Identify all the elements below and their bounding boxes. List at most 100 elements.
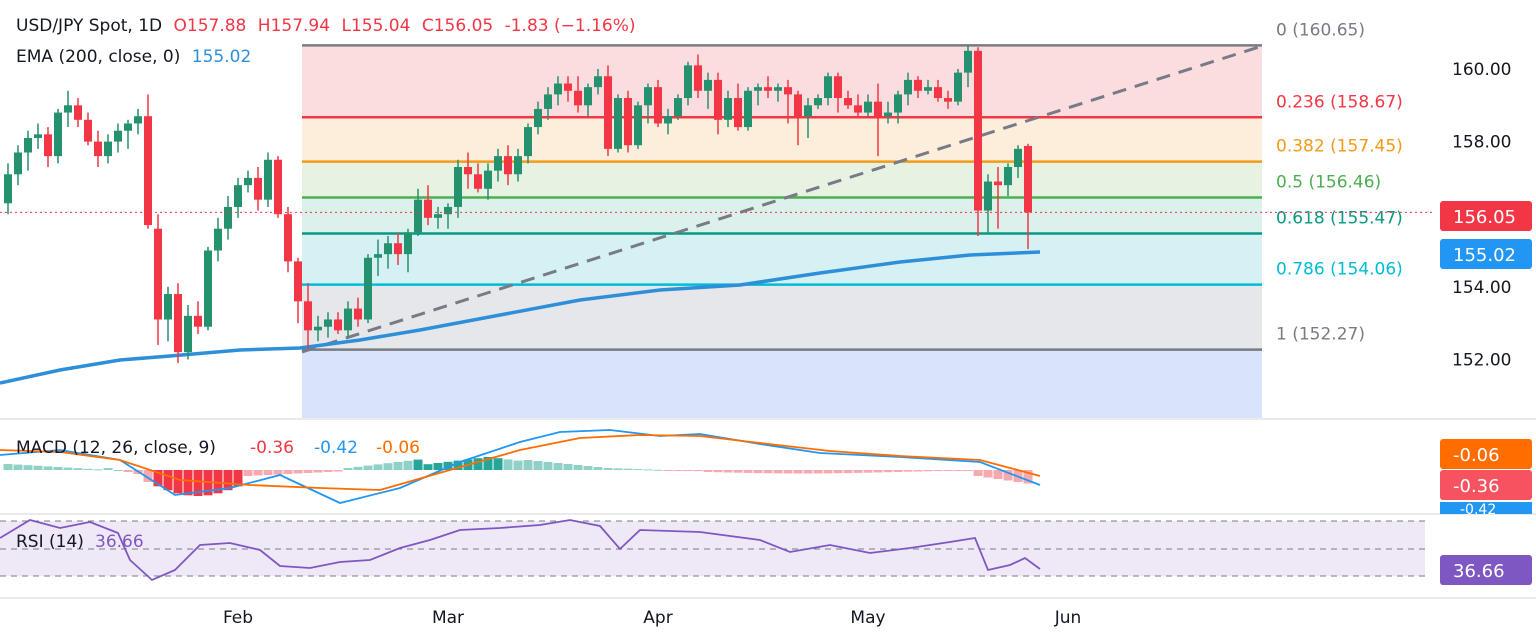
- macd-histogram-bar: [183, 470, 193, 496]
- candle-body: [954, 72, 962, 102]
- macd-histogram-bar: [713, 470, 723, 473]
- candle-body: [454, 167, 462, 207]
- candle-body: [84, 119, 92, 142]
- fib-level-label: 1 (152.27): [1276, 325, 1365, 345]
- candle-body: [174, 294, 182, 353]
- macd-histogram-bar: [863, 470, 873, 473]
- macd-histogram-bar: [633, 469, 643, 471]
- candle-body: [814, 98, 822, 106]
- macd-histogram-bar: [1003, 470, 1013, 481]
- macd-histogram-bar: [783, 470, 793, 474]
- open-value: O157.88: [173, 16, 247, 36]
- macd-histogram-bar: [913, 470, 923, 472]
- candle-body: [214, 228, 222, 251]
- macd-histogram-bar: [303, 470, 313, 473]
- fib-zone: [302, 197, 1262, 234]
- macd-histogram-bar: [793, 470, 803, 474]
- candle-body: [684, 65, 692, 99]
- macd-histogram-bar: [623, 468, 633, 470]
- fib-level-label: 0 (160.65): [1276, 20, 1365, 40]
- macd-histogram-bar: [173, 470, 183, 494]
- candle-body: [894, 94, 902, 113]
- candle-body: [634, 105, 642, 146]
- candle-body: [944, 98, 952, 102]
- rsi-line: [0, 519, 1041, 582]
- candle-body: [644, 87, 652, 106]
- candle-body: [834, 76, 842, 99]
- rsi-value: 36.66: [95, 532, 144, 552]
- macd-histogram-bar: [763, 470, 773, 474]
- macd-histogram-bar: [323, 470, 333, 472]
- candle-body: [444, 206, 452, 215]
- candle-body: [964, 50, 972, 73]
- candle-body: [4, 174, 12, 204]
- macd-line-tag-box: [1440, 502, 1532, 514]
- candle-body: [494, 156, 502, 171]
- macd-histogram-bar: [443, 461, 453, 470]
- candle-body: [664, 116, 672, 124]
- macd-histogram-bar: [823, 470, 833, 474]
- candle-body: [144, 116, 152, 226]
- candle-body: [314, 326, 322, 331]
- macd-histogram-bar: [663, 470, 673, 471]
- candle-body: [364, 257, 372, 320]
- candle-body: [1024, 145, 1032, 213]
- candle-body: [204, 250, 212, 327]
- macd-histogram-bar: [923, 470, 933, 472]
- candle-body: [674, 98, 682, 117]
- candle-body: [534, 108, 542, 128]
- macd-histogram-bar: [743, 470, 753, 473]
- y-tick-label: 158.00: [1452, 133, 1511, 153]
- candle-body: [304, 301, 312, 331]
- low-value: L155.04: [341, 16, 411, 36]
- macd-histogram-bar: [73, 468, 83, 470]
- macd-histogram-bar: [483, 457, 493, 470]
- macd-histogram-bar: [63, 467, 73, 470]
- fib-zone: [302, 45, 1262, 118]
- price-legend: USD/JPY Spot, 1D O157.88 H157.94 L155.04…: [16, 16, 642, 36]
- candle-body: [994, 181, 1002, 186]
- macd-histogram-bar: [143, 470, 153, 482]
- fib-level-label: 0.5 (156.46): [1276, 173, 1381, 193]
- candle-body: [394, 243, 402, 255]
- candle-body: [514, 156, 522, 175]
- candle-body: [544, 94, 552, 109]
- candle-body: [844, 98, 852, 106]
- macd-histogram-bar: [13, 464, 23, 470]
- trend-line: [301, 44, 1263, 354]
- candle-body: [704, 79, 712, 91]
- candle-body: [934, 87, 942, 99]
- macd-line: [0, 429, 1041, 504]
- macd-histogram-bar: [1023, 470, 1033, 484]
- rsi-label: RSI (14): [16, 532, 84, 552]
- price-tag-label: 156.05: [1453, 207, 1516, 228]
- candle-body: [724, 98, 732, 120]
- macd-histogram-bar: [583, 466, 593, 470]
- macd-histogram-bar: [723, 470, 733, 473]
- candle-body: [884, 112, 892, 117]
- candle-body: [504, 156, 512, 175]
- macd-value-signal: -0.06: [376, 438, 420, 458]
- candle-body: [784, 87, 792, 95]
- macd-hist-tag-box: [1440, 470, 1532, 500]
- macd-histogram-bar: [453, 460, 463, 470]
- macd-histogram-bar: [643, 469, 653, 471]
- candle-body: [764, 87, 772, 91]
- macd-histogram-bar: [33, 465, 43, 470]
- macd-histogram-bar: [233, 470, 243, 487]
- macd-histogram-bar: [893, 470, 903, 472]
- candle-body: [54, 112, 62, 157]
- macd-histogram-bar: [803, 470, 813, 474]
- candle-body: [104, 141, 112, 157]
- candle-body: [714, 79, 722, 120]
- rsi-tag-box: [1440, 555, 1532, 585]
- ema-tag-box: [1440, 239, 1532, 269]
- macd-histogram-bar: [523, 460, 533, 470]
- macd-histogram-bar: [563, 464, 573, 470]
- candle-body: [64, 105, 72, 113]
- candle-body: [244, 177, 252, 186]
- macd-histogram-bar: [123, 470, 133, 472]
- macd-histogram-bar: [993, 470, 1003, 479]
- candle-body: [594, 76, 602, 88]
